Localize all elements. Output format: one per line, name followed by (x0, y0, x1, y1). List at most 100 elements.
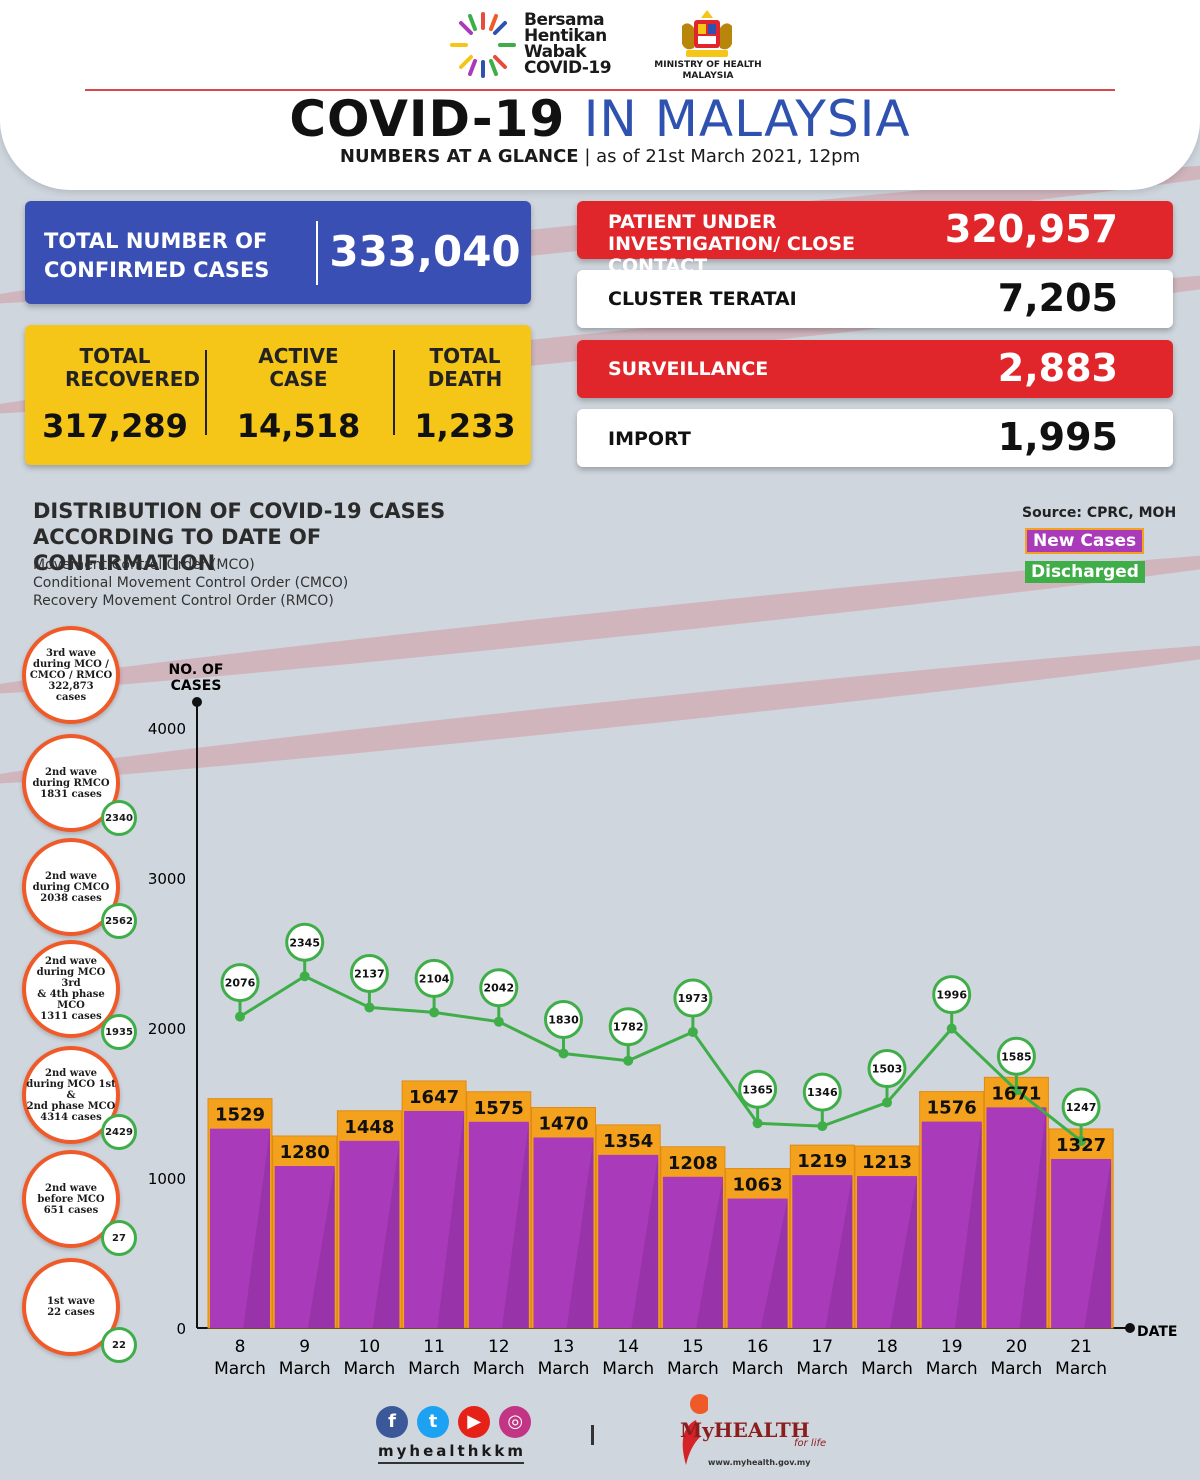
wave-text: 3rd wave during MCO / CMCO / RMCO 322,87… (29, 647, 113, 703)
campaign-text: Bersama Hentikan Wabak COVID-19 (524, 12, 612, 78)
wave-discharged-badge: 1935 (101, 1014, 137, 1050)
wave-discharged-badge: 2562 (101, 903, 137, 939)
bar-shade (502, 1121, 529, 1328)
bar-value-label: 1213 (862, 1152, 912, 1173)
wave-circle: 2nd wave before MCO 651 cases (22, 1150, 120, 1248)
wave-discharged-badge: 2429 (101, 1114, 137, 1150)
twitter-icon[interactable]: t (417, 1406, 450, 1438)
discharged-value-label: 2042 (483, 982, 514, 995)
discharged-bubble (220, 963, 260, 1003)
bar-value-label: 1671 (991, 1083, 1041, 1104)
x-tick-label: 19 (941, 1337, 963, 1357)
campaign-line: Wabak (524, 42, 587, 62)
youtube-icon[interactable]: ▶ (458, 1406, 491, 1438)
divider (393, 350, 395, 435)
recovered-stat: TOTAL RECOVERED 317,289 (35, 345, 200, 446)
discharged-value-label: 1503 (872, 1063, 903, 1076)
title-part-b: IN MALAYSIA (583, 90, 911, 148)
x-tick-label: 20 (1006, 1337, 1028, 1357)
wave-text: 2nd wave during CMCO 2038 cases (32, 870, 110, 904)
myhealth-brand: MyHEALTH (680, 1418, 810, 1442)
stat-value: 2,883 (997, 346, 1118, 390)
wave-text: 2nd wave during MCO 1st & 2nd phase MCO … (26, 1067, 116, 1123)
wave-circle: 2nd wave during RMCO 1831 cases (22, 734, 120, 832)
title-part-a: COVID-19 (289, 90, 566, 148)
discharged-bubble (738, 1069, 778, 1109)
x-tick-label: March (473, 1359, 525, 1379)
death-value: 1,233 (414, 407, 516, 445)
discharged-value-label: 1247 (1066, 1101, 1097, 1114)
discharged-bubble (996, 1036, 1036, 1076)
note-line: Recovery Movement Control Order (RMCO) (33, 593, 334, 609)
bar-shade (1084, 1158, 1112, 1328)
x-tick-label: 8 (235, 1337, 246, 1357)
x-tick-label: March (990, 1359, 1042, 1379)
death-label: TOTAL DEATH (427, 344, 503, 391)
stat-row-surveillance: SURVEILLANCE 2,883 (577, 340, 1173, 398)
wave-circle: 2nd wave during MCO 3rd & 4th phase MCO … (22, 940, 120, 1038)
wave-discharged-badge: 27 (101, 1220, 137, 1256)
coat-of-arms-icon (682, 10, 732, 57)
stat-row-import: IMPORT 1,995 (577, 409, 1173, 467)
myhealth-url: www.myhealth.gov.my (708, 1458, 811, 1467)
bar-shade (696, 1176, 723, 1328)
bar-shade (954, 1121, 982, 1328)
x-tick-label: 17 (811, 1337, 833, 1357)
source-label: Source: CPRC, MOH (1022, 505, 1177, 521)
discharged-line (239, 974, 1083, 1143)
legend-discharged: Discharged (1025, 561, 1145, 583)
bar-value-label: 1354 (603, 1131, 653, 1152)
bar-shade (243, 1128, 270, 1328)
discharged-value-label: 2137 (354, 967, 385, 980)
x-tick-label: March (343, 1359, 395, 1379)
bar-shade (437, 1110, 465, 1328)
bar-value-label: 1208 (668, 1153, 718, 1174)
wave-circle: 1st wave 22 cases (22, 1258, 120, 1356)
subtitle-separator: | (584, 146, 597, 167)
wave-discharged-badge: 2340 (101, 800, 137, 836)
bar-value-label: 1647 (409, 1087, 459, 1108)
recovered-value: 317,289 (42, 407, 188, 445)
stat-label: SURVEILLANCE (608, 358, 769, 380)
facebook-icon[interactable]: f (376, 1406, 408, 1438)
note-line: Movement Control Order (MCO) (33, 557, 255, 573)
stat-label: IMPORT (608, 428, 691, 450)
social-handle: myhealthkkm (378, 1442, 524, 1464)
wave-text: 2nd wave during MCO 3rd & 4th phase MCO … (36, 956, 106, 1022)
y-tick-label: 2000 (148, 1020, 186, 1038)
bar-shade (825, 1175, 853, 1328)
discharged-value-label: 1973 (678, 992, 709, 1005)
discharged-value-label: 1365 (742, 1083, 773, 1096)
bar-value-label: 1529 (215, 1105, 265, 1126)
campaign-logo-icon (450, 12, 516, 78)
confirmed-cases-card: TOTAL NUMBER OF CONFIRMED CASES 333,040 (25, 201, 531, 304)
wave-text: 2nd wave during RMCO 1831 cases (32, 766, 110, 800)
x-tick-label: 21 (1070, 1337, 1092, 1357)
x-tick-label: March (214, 1359, 266, 1379)
stat-value: 7,205 (997, 276, 1118, 320)
bar-shade (1019, 1107, 1047, 1328)
instagram-icon[interactable]: ◎ (499, 1406, 532, 1438)
campaign-line: COVID-19 (524, 58, 612, 78)
y-axis-label: NO. OF (169, 662, 224, 678)
y-tick-label: 3000 (148, 870, 186, 888)
y-axis-label: CASES (171, 678, 222, 694)
divider (591, 1425, 594, 1445)
y-tick-label: 4000 (148, 720, 186, 738)
discharged-bubble (802, 1072, 842, 1112)
bar-value-label: 1448 (344, 1117, 394, 1138)
x-axis-label: DATE (1137, 1324, 1177, 1340)
bar-shade (372, 1140, 400, 1328)
y-axis-end (192, 697, 202, 707)
stat-value: 320,957 (944, 207, 1118, 251)
bar-shade (307, 1166, 335, 1328)
x-tick-label: March (796, 1359, 848, 1379)
bar-shade (890, 1176, 917, 1328)
chart-notes: Movement Control Order (MCO) Conditional… (33, 556, 348, 610)
x-tick-label: 9 (299, 1337, 310, 1357)
active-value: 14,518 (236, 407, 361, 445)
x-tick-label: March (538, 1359, 590, 1379)
bar-value-label: 1063 (733, 1175, 783, 1196)
subtitle: NUMBERS AT A GLANCE | as of 21st March 2… (0, 146, 1200, 167)
